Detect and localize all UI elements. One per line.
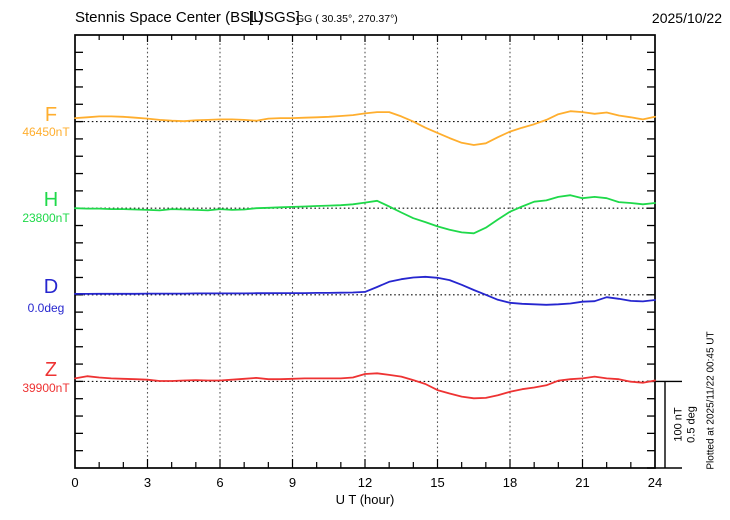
scale-bar-nt-label: 100 nT [672,407,685,442]
x-axis-title: U T (hour) [335,492,395,507]
trace-D [74,275,656,306]
x-tick-label-18: 18 [502,475,518,490]
trace-label-D: D [43,276,59,298]
x-tick-label-24: 24 [647,475,663,490]
trace-H [74,194,656,235]
x-tick-label-9: 9 [288,475,297,490]
trace-label-H: H [43,189,59,211]
trace-label-F: F [44,104,58,126]
trace-baseline-F: 46450nT [22,125,70,139]
trace-label-Z: Z [44,359,58,381]
agency-label: [USGS] [249,9,300,26]
plotted-at-note: Plotted at 2025/11/22 00:45 UT [705,331,717,470]
trace-F [74,110,656,146]
x-tick-label-15: 15 [430,475,445,490]
x-tick-label-3: 3 [143,475,152,490]
geographic-coordinates: GG ( 30.35°, 270.37°) [296,13,398,25]
plot-frame [74,34,656,469]
x-tick-label-21: 21 [575,475,590,490]
station-title: Stennis Space Center (BSL) [75,9,264,26]
trace-baseline-D: 0.0deg [27,301,65,315]
trace-Z [74,372,656,400]
trace-baseline-Z: 39900nT [22,381,70,395]
scale-bar-deg-label: 0.5 deg [685,406,698,443]
scale-bar-labels: 100 nT 0.5 deg [673,365,700,485]
x-tick-label-12: 12 [357,475,373,490]
trace-baseline-H: 23800nT [22,211,70,225]
plot-date: 2025/10/22 [651,10,722,26]
x-tick-label-0: 0 [71,475,79,490]
x-tick-label-6: 6 [216,475,224,490]
